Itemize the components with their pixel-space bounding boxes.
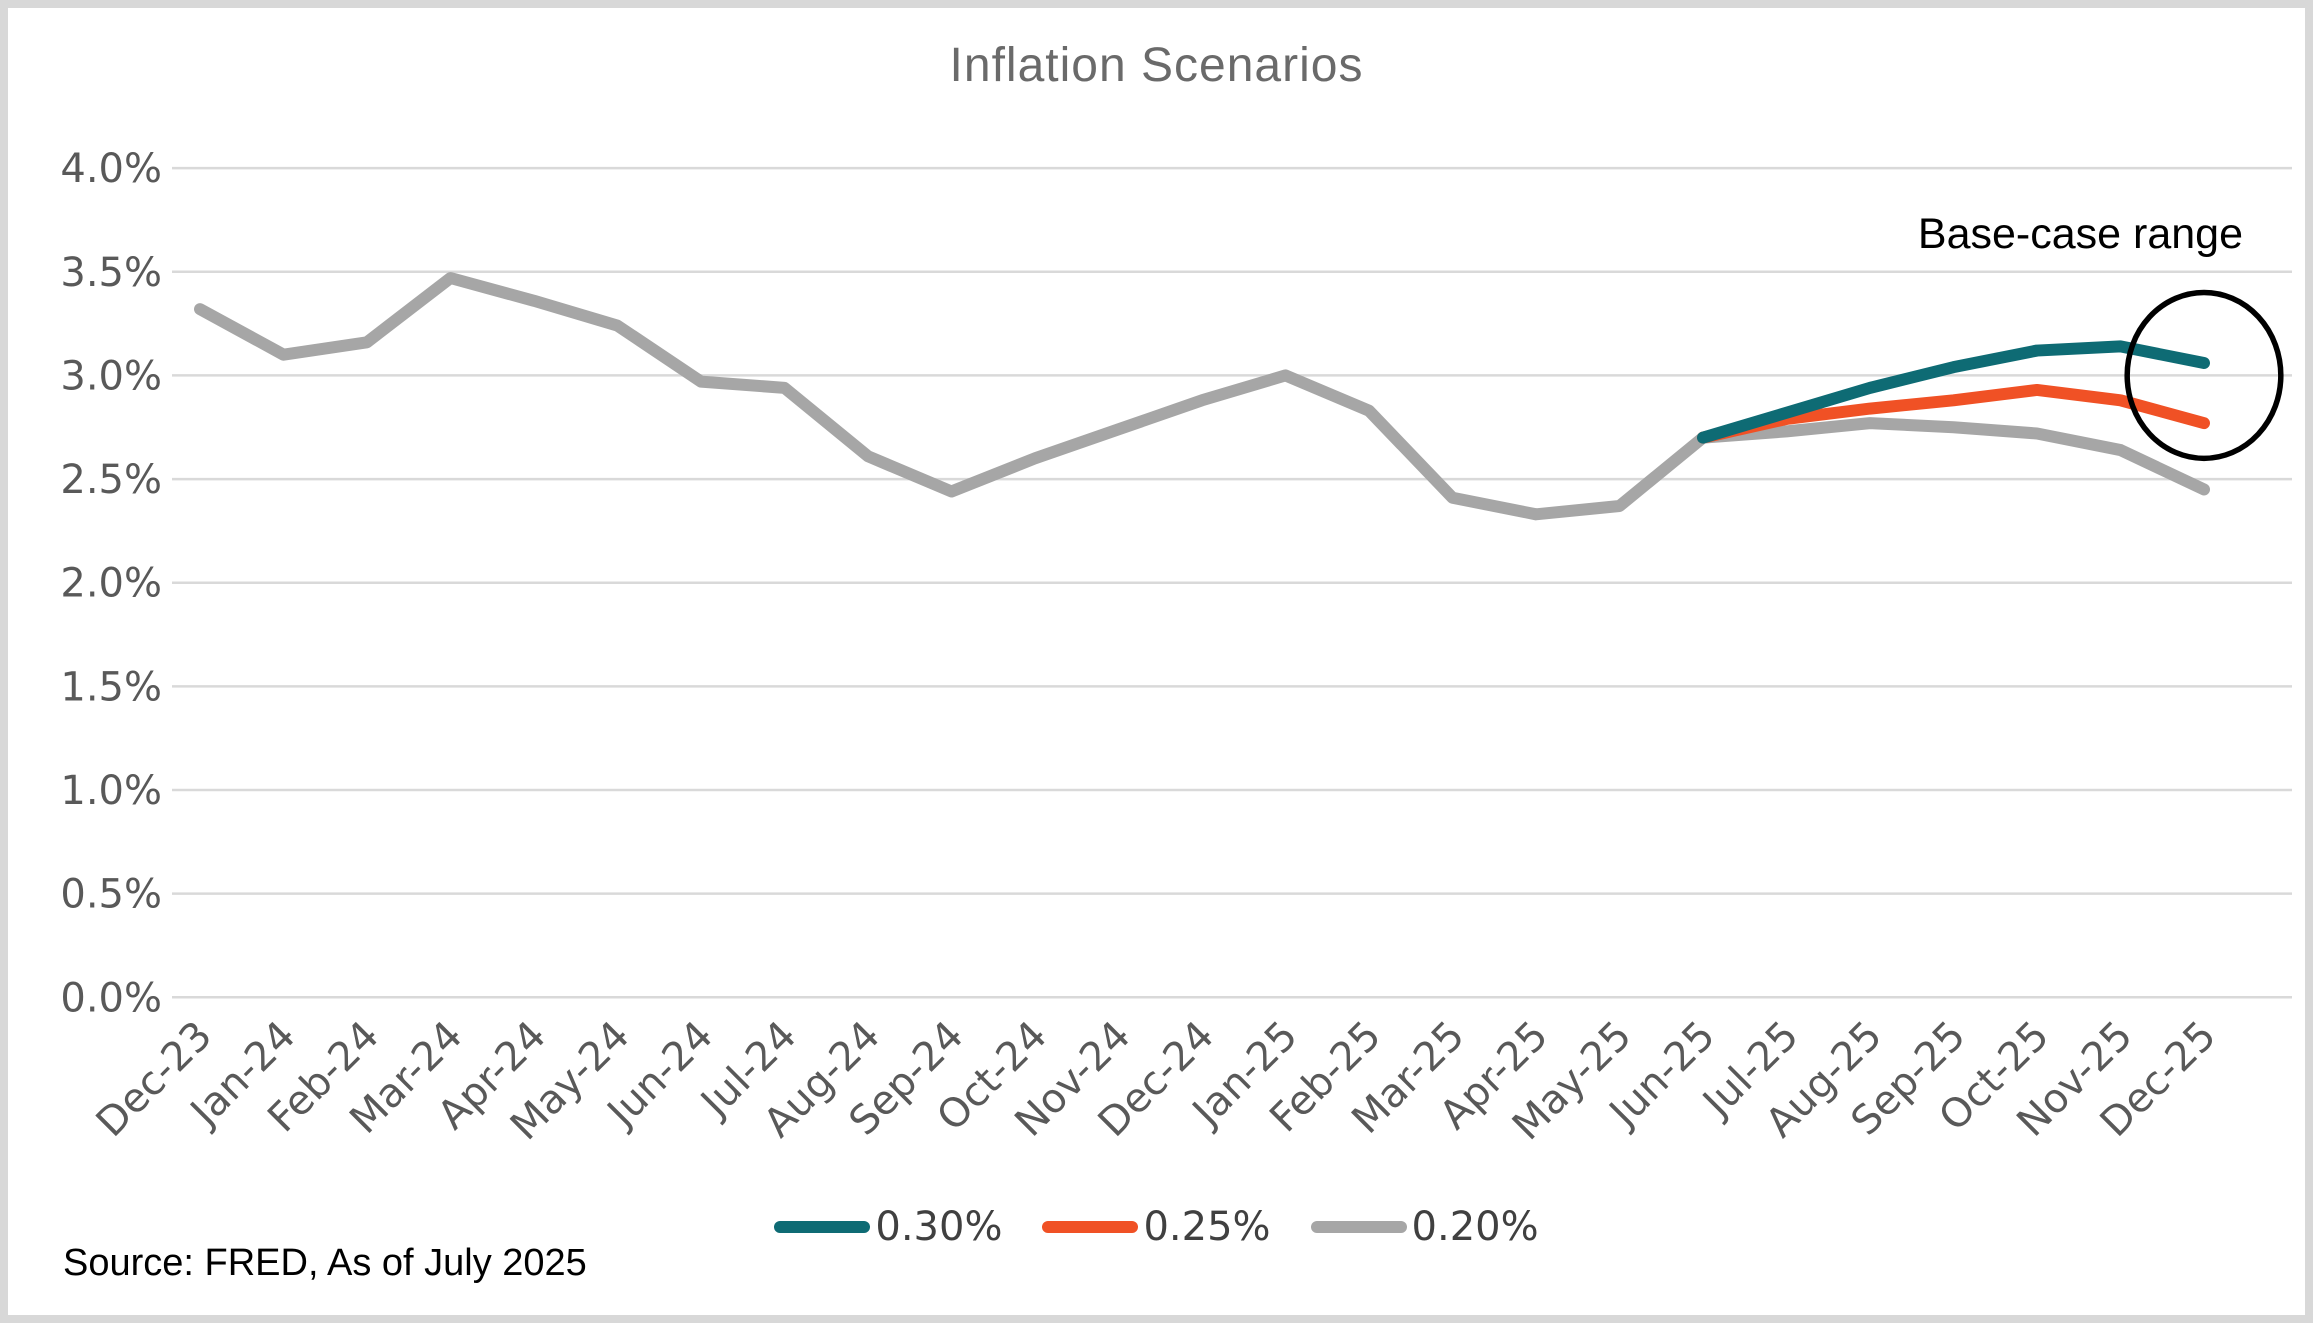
legend-label: 0.20% xyxy=(1411,1204,1539,1250)
y-axis-tick-label: 2.5% xyxy=(60,457,162,503)
y-axis-tick-label: 4.0% xyxy=(60,146,162,192)
legend-swatch-orange xyxy=(1042,1221,1139,1233)
base-case-range-label: Base-case range xyxy=(1917,210,2243,258)
legend-label: 0.25% xyxy=(1143,1204,1271,1250)
y-axis-tick-label: 1.0% xyxy=(60,768,162,814)
legend-item-030: 0.30% xyxy=(774,1204,1002,1250)
chart-title: Inflation Scenarios xyxy=(949,39,1364,92)
y-axis-tick-label: 2.0% xyxy=(60,561,162,607)
series-line-0.20% xyxy=(194,272,2210,521)
legend-item-020: 0.20% xyxy=(1310,1204,1539,1250)
y-axis-tick-label: 0.0% xyxy=(60,975,162,1021)
y-axis-tick-label: 1.5% xyxy=(60,664,162,710)
series-line-0.30% xyxy=(1697,340,2210,444)
legend-item-025: 0.25% xyxy=(1042,1204,1271,1250)
base-case-range-circle xyxy=(2124,289,2284,462)
y-axis-tick-label: 0.5% xyxy=(60,872,162,918)
y-axis-tick-label: 3.0% xyxy=(60,353,162,399)
source-note: Source: FRED, As of July 2025 xyxy=(63,1242,587,1284)
y-axis-tick-label: 3.5% xyxy=(60,250,162,296)
legend-swatch-gray xyxy=(1310,1221,1407,1233)
legend-swatch-teal xyxy=(774,1221,871,1233)
x-axis-tick-label: Dec-23 xyxy=(88,1013,221,1146)
legend: 0.30% 0.25% 0.20% xyxy=(8,1204,2305,1250)
legend-label: 0.30% xyxy=(875,1204,1003,1250)
